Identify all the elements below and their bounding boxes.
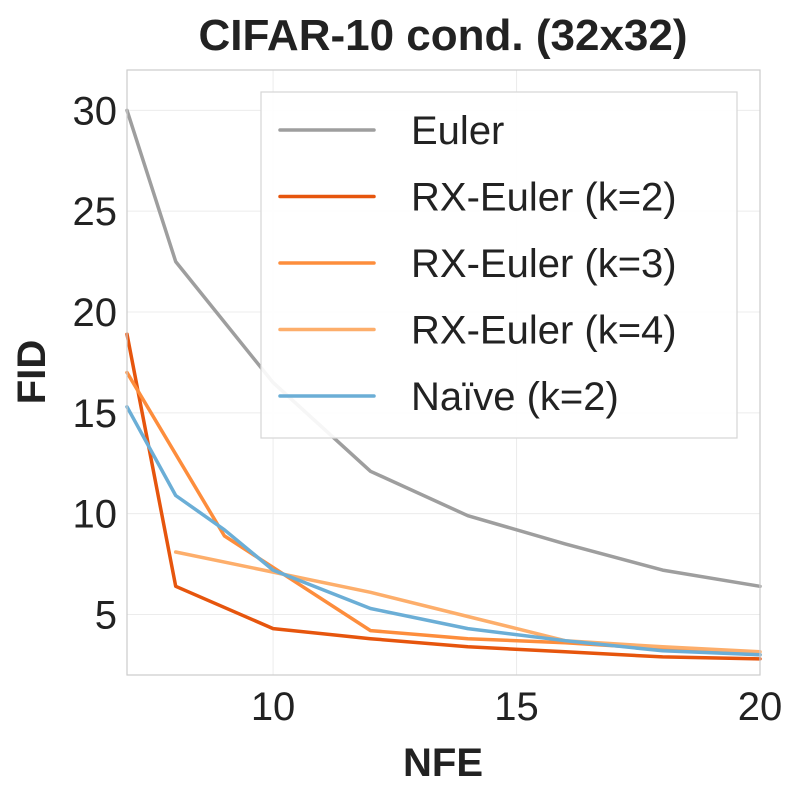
legend-label: Euler: [411, 109, 504, 153]
x-axis-ticks: 10 15 20: [251, 685, 782, 729]
x-axis-label: NFE: [403, 741, 483, 785]
plot-lines: [125, 108, 762, 661]
x-tick-label: 15: [494, 685, 539, 729]
y-tick-label: 15: [73, 392, 118, 436]
legend-label: RX-Euler (k=2): [411, 176, 677, 220]
x-tick-label: 10: [251, 685, 296, 729]
series-line: [173, 550, 762, 654]
chart-title: CIFAR-10 cond. (32x32): [198, 11, 687, 60]
series-line: [125, 405, 762, 657]
series-line: [125, 370, 762, 657]
plot-frame: [126, 69, 761, 676]
y-tick-label: 20: [73, 291, 118, 335]
y-axis-ticks: 5 10 15 20 25 30: [73, 89, 118, 637]
y-tick-label: 30: [73, 89, 118, 133]
y-tick-label: 10: [73, 493, 118, 537]
legend-label: RX-Euler (k=4): [411, 309, 677, 353]
legend-box: [260, 91, 738, 439]
legend-label: RX-Euler (k=3): [411, 242, 677, 286]
legend-label: Naïve (k=2): [411, 375, 619, 419]
legend: Euler RX-Euler (k=2) RX-Euler (k=3) RX-Eule…: [260, 91, 738, 439]
y-axis-label: FID: [10, 340, 54, 404]
series-line: [125, 108, 762, 589]
series-line: [125, 332, 762, 661]
y-tick-label: 25: [73, 190, 118, 234]
x-tick-label: 20: [738, 685, 783, 729]
y-tick-label: 5: [95, 594, 117, 638]
